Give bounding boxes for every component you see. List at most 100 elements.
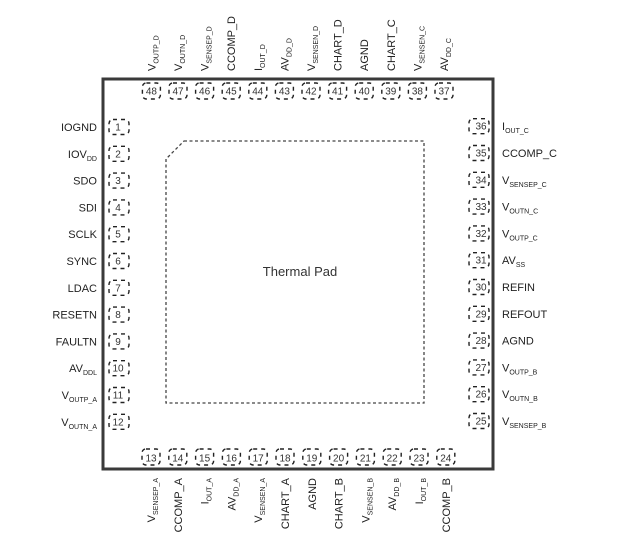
pin-subscript: OUT_B <box>421 478 428 502</box>
pin-name: CCOMP_A <box>173 477 185 532</box>
pin-name: V <box>502 389 510 401</box>
pin-34: 34 VSENSEP_C <box>468 171 547 189</box>
pin-2: 2 IOVDD <box>68 145 130 163</box>
pin-subscript: OUT_A <box>207 478 214 502</box>
pin-number: 48 <box>146 87 158 98</box>
pin-subscript: SENSEN_B <box>367 478 374 516</box>
pin-number: 23 <box>413 454 425 465</box>
pin-name: V <box>173 63 185 71</box>
pin-label: CHART_B <box>334 478 346 529</box>
pin-subscript: SENSEN_D <box>313 26 320 64</box>
pin-label: RESETN <box>52 310 97 322</box>
pin-pad-marker <box>436 448 456 466</box>
pin-number: 40 <box>359 87 371 98</box>
pin-subscript: OUTN_A <box>69 424 98 431</box>
pin-33: 33 VOUTN_C <box>468 198 538 216</box>
pin-number: 35 <box>475 149 487 160</box>
pin-number: 41 <box>332 87 344 98</box>
pin-subscript: OUTP_A <box>69 397 97 404</box>
pin-25: 25 VSENSEP_B <box>468 412 547 430</box>
pin-12: 12 VOUTN_A <box>61 413 130 431</box>
pin-label: VOUTP_C <box>502 228 538 242</box>
pin-22: 22 AVDD_B <box>382 448 402 511</box>
pin-label: REFIN <box>502 282 535 294</box>
pin-subscript: OUTN_B <box>509 396 538 403</box>
pin-label: VOUTN_C <box>502 202 538 216</box>
pin-name: CCOMP_B <box>441 478 453 532</box>
pin-label: CHART_A <box>280 477 292 529</box>
pin-name: RESETN <box>52 310 97 322</box>
pin-subscript: DD_C <box>446 38 453 57</box>
pin-31: 31 AVSS <box>468 251 526 269</box>
pin-label: VOUTP_A <box>62 390 98 404</box>
pin-subscript: SENSEP_C <box>509 182 546 189</box>
pin-number: 24 <box>440 454 452 465</box>
pin-label: AVDD_D <box>279 38 293 71</box>
pin-name: V <box>412 63 424 71</box>
pin-name: CHART_C <box>386 19 398 71</box>
pin-18: 18 CHART_A <box>275 448 295 529</box>
pin-7: 7 LDAC <box>68 279 130 296</box>
pin-name: V <box>146 63 158 71</box>
pin-41: 41 CHART_D <box>327 19 348 100</box>
pin-name: V <box>62 390 70 402</box>
pin-21: 21 VSENSEN_B <box>355 448 376 523</box>
pin-pad-marker <box>168 448 188 466</box>
pin-name: AV <box>387 496 399 511</box>
pin-number: 43 <box>279 87 291 98</box>
pin-name: V <box>502 228 510 240</box>
pin-subscript: SENSEP_B <box>509 423 546 430</box>
pin-name: I <box>253 68 265 71</box>
pin-name: CCOMP_C <box>502 148 557 160</box>
pin-number: 15 <box>199 454 211 465</box>
pin-label: IOGND <box>61 122 97 134</box>
pin-number: 46 <box>199 87 211 98</box>
pin-label: AVDD_A <box>226 478 240 511</box>
pin-pad-marker <box>302 448 322 466</box>
pin-label: VOUTN_A <box>61 417 97 431</box>
pin-47: 47 VOUTN_D <box>168 35 188 100</box>
pin-number: 6 <box>115 257 121 268</box>
pin-label: AGND <box>359 39 371 71</box>
pin-name: V <box>306 63 318 71</box>
pin-10: 10 AVDDL <box>69 360 130 377</box>
pin-28: 28 AGND <box>468 332 534 349</box>
pin-subscript: OUT_C <box>505 128 529 135</box>
pin-number: 8 <box>115 310 121 321</box>
thermal-pad-label: Thermal Pad <box>263 264 337 279</box>
pin-number: 34 <box>475 175 487 186</box>
pin-number: 3 <box>115 176 121 187</box>
pin-name: IOGND <box>61 122 97 134</box>
pin-number: 32 <box>475 229 487 240</box>
pin-name: AV <box>226 496 238 511</box>
pin-17: 17 VSENSEN_A <box>248 448 268 523</box>
pin-name: AV <box>439 56 451 71</box>
pin-subscript: OUTN_D <box>180 35 187 64</box>
pin-42: 42 VSENSEN_D <box>301 26 321 100</box>
pin-number: 31 <box>475 256 487 267</box>
pin-name: V <box>253 515 265 523</box>
pin-label: VSENSEN_C <box>412 26 426 71</box>
pin-number: 2 <box>115 149 121 160</box>
pin-label: IOUT_B <box>414 478 428 505</box>
pin-subscript: DD_B <box>394 478 401 497</box>
pin-name: IOV <box>68 149 88 161</box>
pin-name: LDAC <box>68 283 97 295</box>
pin-number: 27 <box>475 363 487 374</box>
pin-5: 5 SCLK <box>68 225 130 243</box>
pin-3: 3 SDO <box>73 172 130 189</box>
pin-label: AVDD_C <box>439 38 453 71</box>
pin-43: 43 AVDD_D <box>274 38 295 100</box>
pin-label: IOVDD <box>68 149 97 163</box>
pin-number: 17 <box>253 454 265 465</box>
pin-subscript: OUT_D <box>260 44 267 68</box>
pin-subscript: SS <box>516 262 526 269</box>
pin-number: 9 <box>115 337 121 348</box>
pin-number: 30 <box>475 283 487 294</box>
pin-number: 38 <box>412 87 424 98</box>
pin-name: AV <box>69 363 84 375</box>
pin-number: 47 <box>172 87 184 98</box>
pin-subscript: DD <box>87 156 97 163</box>
pin-name: V <box>502 202 510 214</box>
